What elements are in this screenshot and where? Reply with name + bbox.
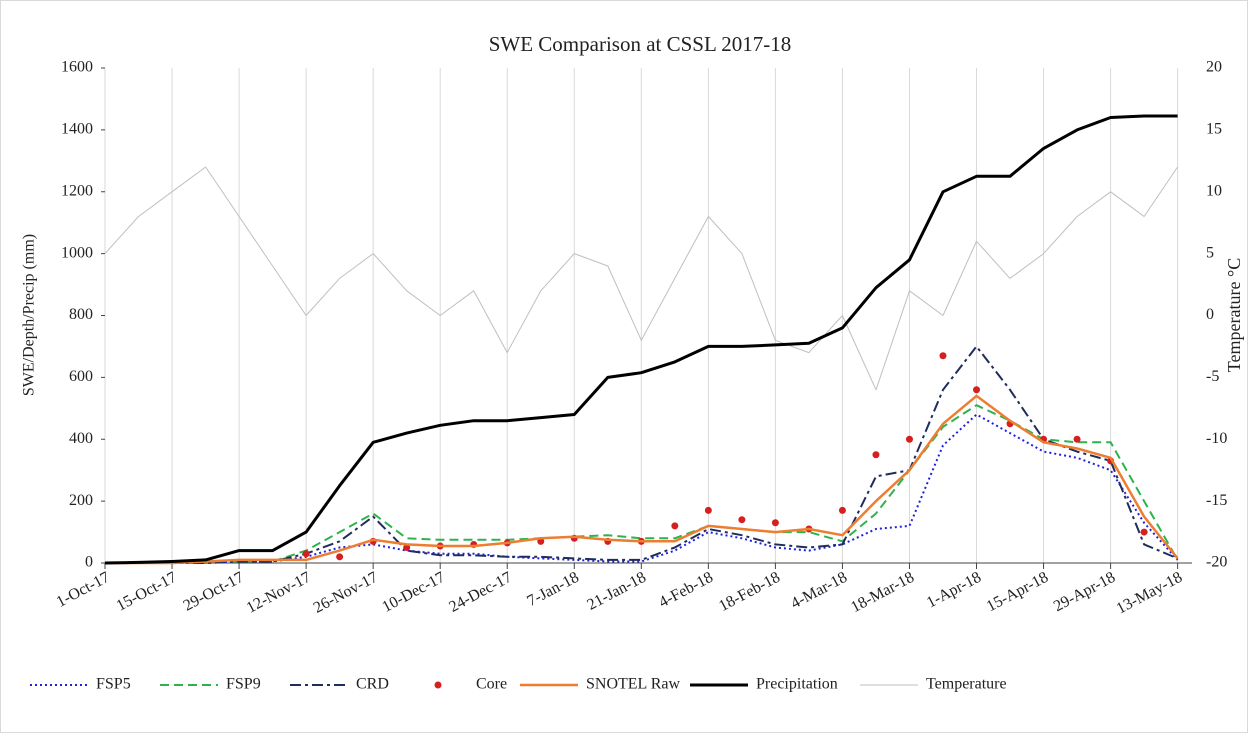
core-point — [704, 506, 712, 514]
core-point — [771, 519, 779, 527]
y-tick-label: 1400 — [61, 121, 93, 138]
y-tick-label: 400 — [69, 430, 93, 447]
core-point — [403, 544, 411, 552]
y2-tick-label: 10 — [1206, 182, 1222, 199]
legend-label: FSP9 — [226, 676, 261, 693]
y-tick-label: 600 — [69, 368, 93, 385]
series-line — [104, 166, 1179, 391]
legend-marker — [434, 681, 442, 689]
y-axis-title: SWE/Depth/Precip (mm) — [21, 234, 38, 396]
y2-tick-label: 0 — [1206, 306, 1214, 323]
legend-label: Temperature — [926, 676, 1007, 693]
core-point — [973, 386, 981, 394]
y2-tick-label: -15 — [1206, 492, 1227, 509]
core-point — [336, 553, 344, 561]
series-line — [105, 394, 1179, 565]
legend-item: FSP5 — [30, 676, 131, 693]
core-point — [1140, 528, 1148, 536]
core-point — [872, 451, 880, 459]
y-tick-label: 1200 — [61, 182, 93, 199]
y-tick-label: 800 — [69, 306, 93, 323]
legend-label: FSP5 — [96, 676, 131, 693]
core-point — [939, 352, 947, 360]
legend-label: Core — [476, 676, 507, 693]
legend-item: SNOTEL Raw — [520, 676, 681, 693]
core-point — [738, 516, 746, 524]
y2-tick-label: 5 — [1206, 244, 1214, 261]
core-point — [905, 435, 913, 443]
y2-tick-label: -20 — [1206, 554, 1227, 571]
legend-label: Precipitation — [756, 676, 838, 693]
core-point — [302, 550, 310, 558]
legend-item: FSP9 — [160, 676, 261, 693]
chart-title: SWE Comparison at CSSL 2017-18 — [489, 32, 792, 56]
y-tick-label: 200 — [69, 492, 93, 509]
legend-item: Core — [434, 676, 507, 693]
y2-axis-title: Temperature °C — [1224, 258, 1244, 372]
legend-label: CRD — [356, 676, 389, 693]
legend-item: CRD — [290, 676, 389, 693]
y2-tick-label: -5 — [1206, 368, 1219, 385]
series-line — [104, 114, 1178, 565]
legend-item: Precipitation — [690, 676, 838, 693]
y-tick-label: 1000 — [61, 244, 93, 261]
y2-tick-label: 15 — [1206, 121, 1222, 138]
core-point — [1073, 435, 1081, 443]
y2-tick-label: -10 — [1206, 430, 1227, 447]
legend-item: Temperature — [860, 676, 1007, 693]
core-point — [671, 522, 679, 530]
core-point — [838, 506, 846, 514]
y-tick-label: 1600 — [61, 59, 93, 76]
y-tick-label: 0 — [85, 554, 93, 571]
y2-tick-label: 20 — [1206, 59, 1222, 76]
legend-label: SNOTEL Raw — [586, 676, 681, 693]
